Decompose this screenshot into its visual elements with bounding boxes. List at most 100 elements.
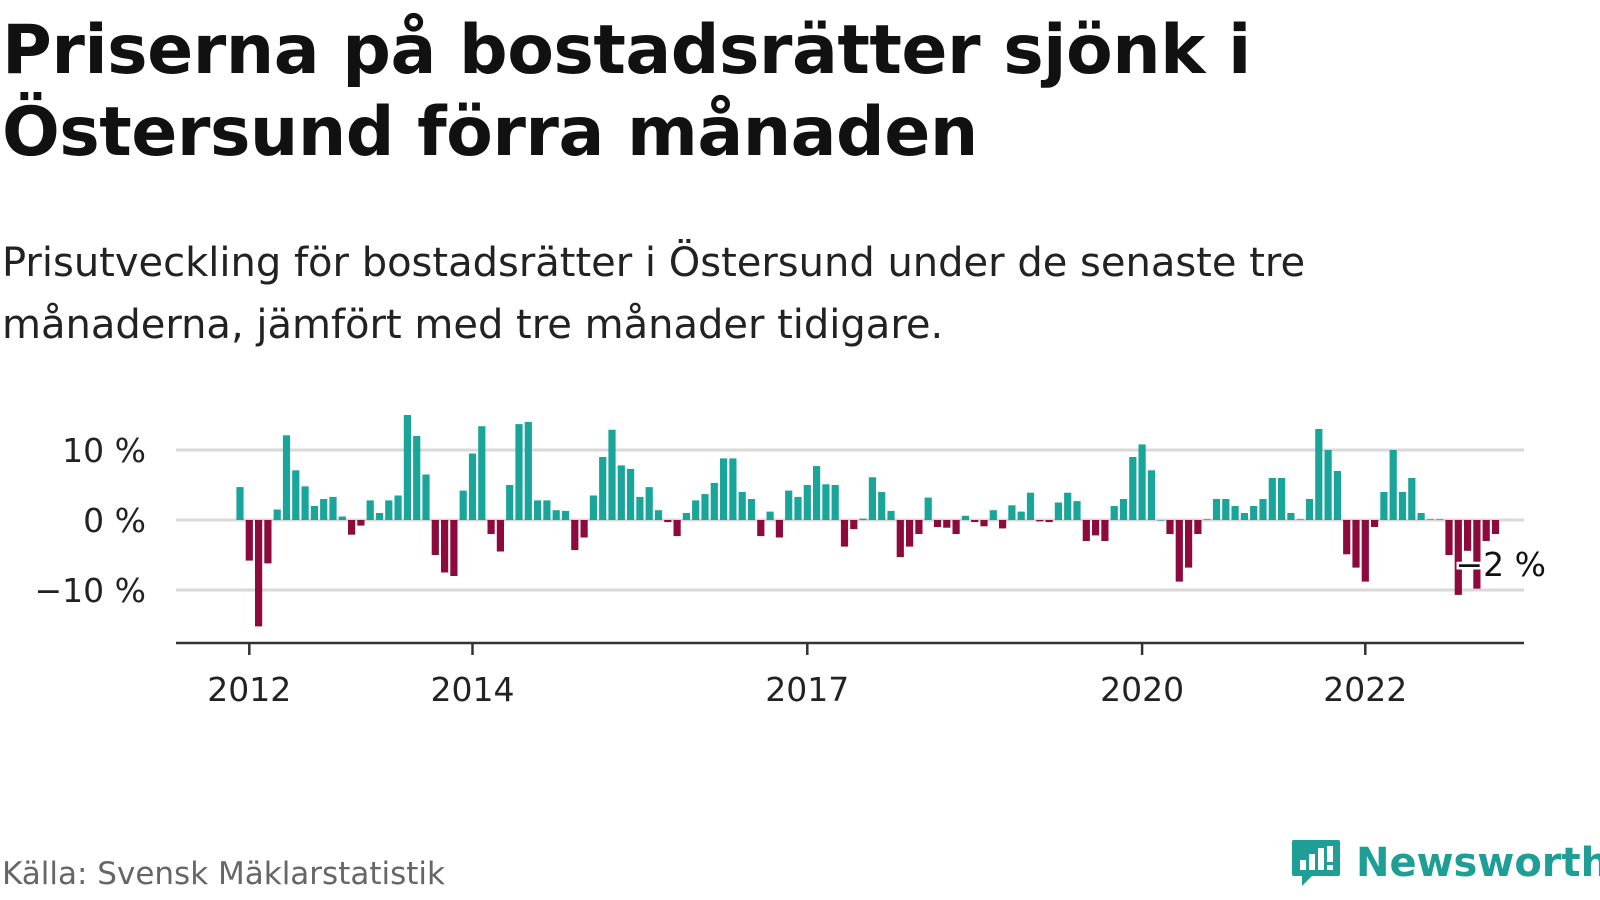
x-tick-label: 2012 [207, 670, 291, 709]
bar [701, 494, 709, 520]
bar [1222, 499, 1230, 520]
brand-logo: Newsworthy [1290, 838, 1600, 888]
bar [413, 436, 421, 520]
bar [301, 486, 309, 520]
bar [441, 520, 449, 573]
bar [1361, 520, 1369, 582]
bar [980, 520, 988, 527]
bar [1278, 478, 1286, 520]
bar [450, 520, 458, 576]
chart-title: Priserna på bostadsrätter sjönk i Östers… [2, 11, 1251, 172]
bar [320, 499, 328, 520]
bar [366, 500, 374, 520]
x-tick-label: 2014 [431, 670, 515, 709]
bar [255, 520, 263, 627]
bar [422, 474, 430, 520]
bar [1185, 520, 1193, 568]
bar [952, 520, 960, 534]
bar [636, 496, 644, 520]
bar [459, 490, 467, 520]
bar [385, 500, 393, 520]
bar [561, 510, 570, 520]
bar [273, 509, 281, 520]
brand-name: Newsworthy [1356, 840, 1600, 886]
bar [1464, 520, 1472, 551]
bar [1026, 492, 1035, 520]
bar [1454, 520, 1462, 595]
bar [664, 520, 672, 523]
bar [831, 485, 839, 520]
bar [1008, 505, 1016, 520]
bar [747, 499, 756, 520]
bar [431, 520, 439, 555]
bar [1203, 519, 1211, 520]
bar [785, 490, 793, 520]
bar [915, 520, 923, 534]
bar [673, 520, 681, 537]
bar [282, 435, 291, 520]
bar [1371, 520, 1379, 527]
bar [1259, 499, 1267, 520]
bar [1119, 499, 1128, 520]
bar [580, 520, 588, 538]
bar [887, 510, 895, 520]
bar [1138, 444, 1146, 520]
bar [534, 500, 542, 520]
bar [552, 510, 560, 520]
x-axis-ticks: 2012 2014 2017 2020 2022 [207, 643, 1407, 709]
bars [236, 415, 1500, 627]
newsworthy-logo-icon [1292, 840, 1340, 886]
bar [906, 520, 914, 547]
bar [1054, 502, 1062, 520]
bar [589, 495, 597, 520]
bar [1036, 520, 1044, 522]
bar [1073, 501, 1081, 520]
bar [394, 495, 402, 520]
bar [654, 510, 663, 520]
bar [543, 500, 551, 520]
bar [245, 520, 253, 561]
bar [757, 520, 765, 537]
bar [1380, 492, 1388, 520]
bar [840, 520, 849, 547]
bar [236, 487, 244, 520]
price-change-bar-chart: 10 % 0 % −10 % 2012 2014 2017 2020 2022 −2 % [35, 415, 1549, 709]
x-tick-label: 2020 [1100, 670, 1184, 709]
bar [515, 424, 523, 520]
bar [1166, 520, 1174, 534]
bar [803, 485, 811, 520]
bar [1436, 519, 1444, 520]
bar [1017, 511, 1025, 520]
bar [1482, 520, 1490, 541]
bar [1343, 520, 1351, 555]
bar [1445, 520, 1453, 555]
bar [989, 510, 997, 520]
bar [524, 422, 532, 520]
bar [329, 496, 337, 520]
bar [850, 520, 858, 530]
latest-value-label: −2 % [1456, 545, 1547, 584]
bar [1045, 520, 1053, 523]
bar [1240, 513, 1248, 520]
bar [1064, 492, 1072, 520]
chart-subtitle: Prisutveckling för bostadsrätter i Öster… [2, 240, 1306, 348]
bar [1417, 513, 1425, 520]
bar [1175, 520, 1183, 582]
bar [692, 500, 700, 520]
bar [1194, 520, 1202, 534]
bar [859, 518, 867, 520]
bar [775, 520, 783, 538]
bar [608, 429, 616, 520]
bar [1324, 450, 1332, 520]
bar [1129, 457, 1137, 520]
x-tick-label: 2017 [765, 670, 849, 709]
bar [822, 484, 830, 520]
bar [999, 520, 1007, 529]
bar [487, 520, 495, 534]
bar [924, 497, 932, 520]
bar [766, 511, 774, 520]
bar [506, 485, 514, 520]
bar [1352, 520, 1360, 568]
bar [729, 458, 737, 520]
y-tick-label: −10 % [35, 571, 147, 610]
